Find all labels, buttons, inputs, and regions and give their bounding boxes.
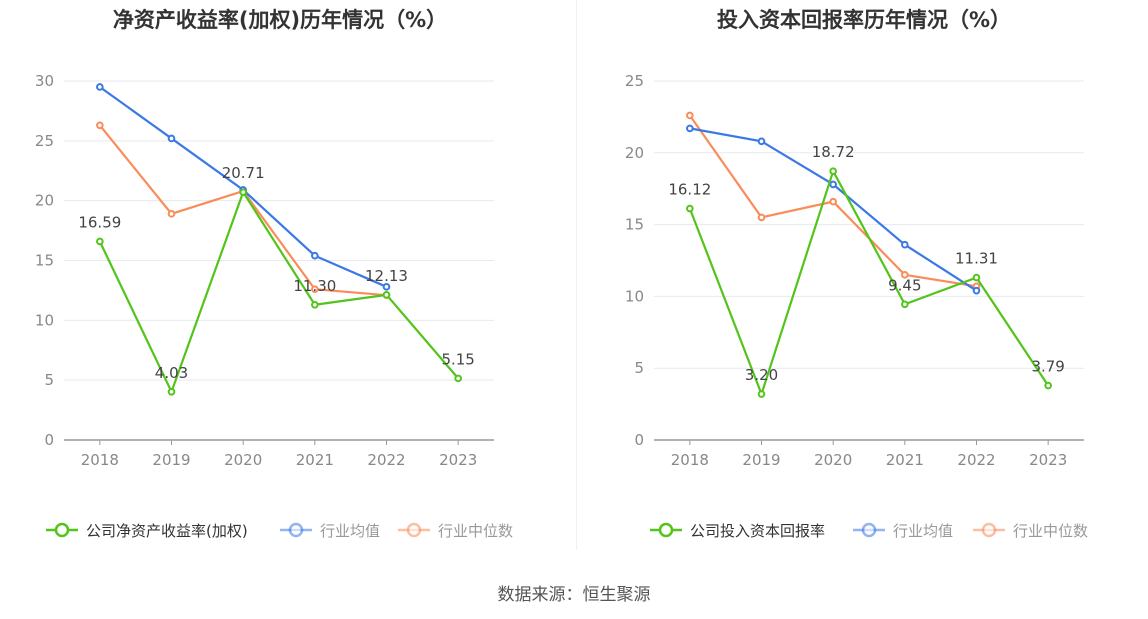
x-tick-label: 2023 (1029, 451, 1067, 469)
data-point (454, 374, 462, 383)
x-tick-label: 2018 (81, 451, 119, 469)
legend-marker-icon (406, 522, 422, 538)
x-tick-label: 2018 (671, 451, 709, 469)
data-point (972, 273, 981, 282)
y-tick-label: 10 (625, 287, 644, 305)
legend-marker-icon (658, 522, 674, 538)
x-tick-label: 2019 (152, 451, 190, 469)
data-point (829, 180, 837, 189)
data-label: 16.59 (78, 213, 121, 231)
y-tick-label: 0 (634, 431, 644, 449)
divider (576, 0, 577, 550)
legend-item[interactable]: 行业中位数 (1013, 522, 1088, 540)
data-point (757, 213, 766, 222)
data-point (901, 240, 909, 249)
data-point (757, 137, 766, 146)
y-tick-label: 15 (35, 252, 54, 270)
legend-item[interactable]: 行业中位数 (438, 522, 513, 540)
data-point (96, 121, 104, 130)
data-point (167, 134, 176, 143)
data-point (167, 210, 176, 218)
legend-marker-icon (861, 522, 877, 538)
legend-item[interactable]: 行业均值 (893, 522, 953, 540)
data-point (167, 387, 176, 396)
legend-item[interactable]: 公司净资产收益率(加权) (86, 522, 248, 540)
chart-0: 0 5 10 15 20 25 30 2018 2019 2020 2021 2022 2023 16.5… (35, 72, 513, 540)
y-tick-label: 10 (35, 311, 54, 329)
data-point (901, 271, 909, 279)
data-point (96, 83, 104, 91)
y-tick-label: 20 (35, 192, 54, 210)
legend-item[interactable]: 行业均值 (320, 522, 380, 540)
legend-marker-icon (288, 522, 304, 538)
series-line-2 (98, 124, 387, 297)
data-point (96, 237, 104, 246)
data-label: 12.13 (365, 267, 408, 285)
x-tick-label: 2021 (886, 451, 924, 469)
y-tick-label: 25 (625, 72, 644, 90)
x-tick-label: 2019 (742, 451, 780, 469)
legend-marker-icon (54, 522, 70, 538)
data-point (311, 251, 319, 260)
data-label: 20.71 (222, 164, 265, 182)
data-point (972, 286, 981, 295)
data-label: 3.79 (1031, 358, 1064, 376)
data-label: 5.15 (441, 350, 474, 368)
data-point (311, 300, 319, 309)
data-point (311, 285, 319, 294)
chart-1: 0 5 10 15 20 25 2018 2019 2020 2021 2022 2023 16.12 3… (625, 72, 1088, 540)
x-tick-label: 2022 (957, 451, 995, 469)
x-tick-label: 2020 (224, 451, 262, 469)
y-tick-label: 15 (625, 216, 644, 234)
chart-title-roic: 投入资本回报率历年情况（%） (716, 8, 1012, 32)
y-tick-label: 0 (44, 431, 54, 449)
legend-marker-icon (981, 522, 997, 538)
data-label: 18.72 (812, 143, 855, 161)
data-point (382, 291, 391, 299)
data-point (686, 204, 694, 213)
data-label: 11.30 (293, 277, 336, 295)
data-point (757, 390, 766, 398)
legend-item[interactable]: 公司投入资本回报率 (690, 522, 825, 540)
series-line-0 (688, 168, 1050, 398)
data-source: 数据来源：恒生聚源 (497, 585, 651, 605)
x-tick-label: 2023 (439, 451, 477, 469)
x-tick-label: 2022 (367, 451, 405, 469)
data-point (239, 188, 247, 196)
y-tick-label: 5 (44, 371, 54, 389)
data-label: 16.12 (668, 181, 711, 199)
data-label: 11.31 (955, 250, 998, 268)
series-line-0 (98, 189, 460, 395)
chart-title-roe: 净资产收益率(加权)历年情况（%） (112, 8, 448, 32)
y-tick-label: 20 (625, 144, 644, 162)
data-label: 9.45 (888, 276, 921, 294)
data-point (382, 283, 391, 291)
x-tick-label: 2020 (814, 451, 852, 469)
data-label: 4.03 (155, 364, 188, 382)
data-point (686, 111, 694, 120)
y-tick-label: 30 (35, 72, 54, 90)
data-point (829, 197, 837, 206)
data-point (829, 167, 837, 175)
data-label: 3.20 (745, 366, 778, 384)
data-point (686, 124, 694, 133)
data-point (901, 300, 909, 309)
data-point (1044, 381, 1052, 390)
y-tick-label: 25 (35, 132, 54, 150)
y-tick-label: 5 (634, 359, 644, 377)
x-tick-label: 2021 (296, 451, 334, 469)
